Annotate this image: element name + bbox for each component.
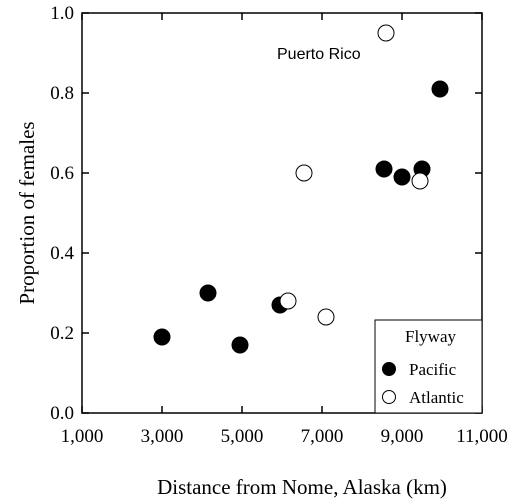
data-point-pacific <box>375 160 393 178</box>
legend-marker-atlantic <box>382 390 396 404</box>
data-point-pacific <box>431 80 449 98</box>
data-point-pacific <box>393 168 411 186</box>
data-point-atlantic <box>377 24 395 42</box>
y-tick-label: 0.6 <box>50 163 74 184</box>
y-tick-label: 1.0 <box>50 3 74 24</box>
x-axis-title: Distance from Nome, Alaska (km) <box>157 475 447 499</box>
x-tick-label: 11,000 <box>456 426 508 447</box>
y-axis-title: Proportion of females <box>15 121 39 304</box>
y-tick-label: 0.4 <box>50 243 74 264</box>
y-tick-label: 0.2 <box>50 323 74 344</box>
plot-frame <box>81 12 483 414</box>
axis-ticks <box>81 12 483 414</box>
data-point-pacific <box>153 328 171 346</box>
x-tick-label: 9,000 <box>381 426 424 447</box>
legend: Flyway Pacific Atlantic <box>374 319 483 414</box>
x-tick-label: 5,000 <box>221 426 264 447</box>
data-point-pacific <box>199 284 217 302</box>
x-tick-label: 1,000 <box>61 426 104 447</box>
x-tick-label: 7,000 <box>301 426 344 447</box>
annotation-puerto-rico: Puerto Rico <box>277 46 361 63</box>
data-point-atlantic <box>279 292 297 310</box>
data-point-atlantic <box>295 164 313 182</box>
legend-label-atlantic: Atlantic <box>409 388 464 407</box>
tick-labels: 1,000 3,000 5,000 7,000 9,000 11,000 0.0 0.2 0.4… <box>50 3 508 447</box>
legend-label-pacific: Pacific <box>409 360 457 379</box>
y-tick-label: 0.0 <box>50 403 74 424</box>
y-tick-label: 0.8 <box>50 83 74 104</box>
legend-title: Flyway <box>405 327 457 346</box>
data-points <box>153 24 449 354</box>
data-point-atlantic <box>317 308 335 326</box>
x-tick-label: 3,000 <box>141 426 184 447</box>
data-point-pacific <box>231 336 249 354</box>
data-point-atlantic <box>411 172 429 190</box>
legend-marker-pacific <box>382 362 396 376</box>
